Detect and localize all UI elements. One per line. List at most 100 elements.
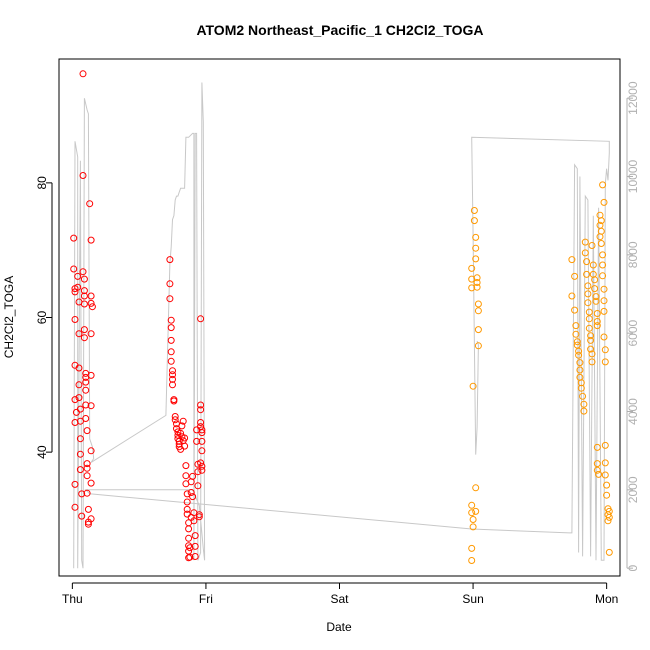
data-point xyxy=(472,507,480,515)
x-tick-label: Fri xyxy=(199,592,213,606)
data-point xyxy=(576,366,584,374)
data-point xyxy=(179,417,187,425)
y2-tick-label: 6000 xyxy=(626,319,640,346)
data-point xyxy=(588,242,596,249)
data-point xyxy=(87,299,95,307)
data-point xyxy=(593,466,601,474)
data-point xyxy=(599,272,607,280)
data-point xyxy=(585,315,593,323)
data-point xyxy=(583,258,591,266)
plot-frame xyxy=(58,58,621,577)
red-points-layer xyxy=(70,70,206,562)
data-point xyxy=(183,505,191,513)
data-point xyxy=(75,330,83,338)
data-point xyxy=(86,200,94,208)
data-point xyxy=(178,422,186,430)
data-point xyxy=(472,233,480,241)
data-point xyxy=(183,498,191,506)
x-axis-label: Date xyxy=(326,620,352,634)
data-point xyxy=(575,347,583,355)
y-tick-label: 60 xyxy=(35,311,49,325)
data-point xyxy=(474,342,482,350)
data-point xyxy=(181,434,189,442)
data-point xyxy=(601,346,609,354)
data-point xyxy=(585,308,593,316)
data-point xyxy=(71,503,79,511)
data-point xyxy=(198,466,206,474)
data-point xyxy=(198,429,206,437)
data-point xyxy=(80,287,88,295)
data-point xyxy=(189,472,197,480)
data-point xyxy=(83,427,91,435)
data-point xyxy=(599,261,607,269)
data-point xyxy=(469,523,477,531)
data-point xyxy=(473,279,481,286)
data-point xyxy=(80,300,88,308)
data-point xyxy=(603,491,611,499)
data-point xyxy=(472,484,480,492)
data-point xyxy=(591,276,599,284)
data-point xyxy=(597,227,605,235)
data-point xyxy=(474,300,482,308)
data-point xyxy=(84,505,92,513)
data-point xyxy=(83,489,91,497)
y2-tick-label: 8000 xyxy=(626,241,640,268)
data-point xyxy=(601,471,609,479)
data-point xyxy=(87,447,95,455)
data-point xyxy=(197,315,205,323)
data-point xyxy=(600,297,608,305)
y2-tick-label: 2000 xyxy=(626,476,640,503)
data-point xyxy=(472,255,480,263)
data-point xyxy=(70,234,78,242)
data-point xyxy=(190,517,198,525)
data-point xyxy=(82,415,90,422)
data-point xyxy=(76,405,84,413)
data-point xyxy=(587,345,595,353)
data-point xyxy=(185,534,193,542)
data-point xyxy=(87,330,95,338)
altitude-line-layer xyxy=(73,82,610,569)
data-point xyxy=(71,480,79,488)
data-point xyxy=(603,481,611,489)
data-point xyxy=(588,350,596,358)
y-axis-label: CH2Cl2_TOGA xyxy=(2,276,16,358)
data-point xyxy=(470,207,478,214)
data-point xyxy=(167,357,175,365)
data-point xyxy=(595,470,603,478)
data-point xyxy=(600,285,608,293)
data-point xyxy=(80,326,88,334)
data-point xyxy=(166,295,174,303)
data-point xyxy=(78,490,86,498)
data-point xyxy=(167,324,175,332)
data-point xyxy=(169,375,176,383)
orange-points-layer xyxy=(468,181,613,564)
data-point xyxy=(583,270,591,278)
data-point xyxy=(83,464,91,472)
data-point xyxy=(87,371,95,379)
data-point xyxy=(181,442,189,450)
data-point xyxy=(468,544,476,552)
data-point xyxy=(571,272,579,280)
data-point xyxy=(87,292,95,300)
data-point xyxy=(191,553,199,560)
data-point xyxy=(585,324,593,332)
chart-title: ATOM2 Northeast_Pacific_1 CH2Cl2_TOGA xyxy=(196,22,483,38)
data-point xyxy=(568,292,576,300)
data-point xyxy=(79,70,87,78)
data-point xyxy=(580,400,588,408)
data-point xyxy=(474,307,482,315)
data-point xyxy=(589,261,597,269)
data-point xyxy=(584,299,592,307)
data-point xyxy=(599,181,607,189)
data-point xyxy=(601,358,609,366)
data-point xyxy=(80,334,88,342)
data-point xyxy=(194,482,202,490)
data-point xyxy=(171,413,179,420)
data-point xyxy=(191,532,199,540)
y-axis: 40 60 80 xyxy=(35,176,53,459)
x-tick-label: Sat xyxy=(330,592,349,606)
data-point xyxy=(171,416,179,424)
data-point xyxy=(593,310,601,317)
data-point xyxy=(182,472,190,480)
data-point xyxy=(592,297,600,305)
